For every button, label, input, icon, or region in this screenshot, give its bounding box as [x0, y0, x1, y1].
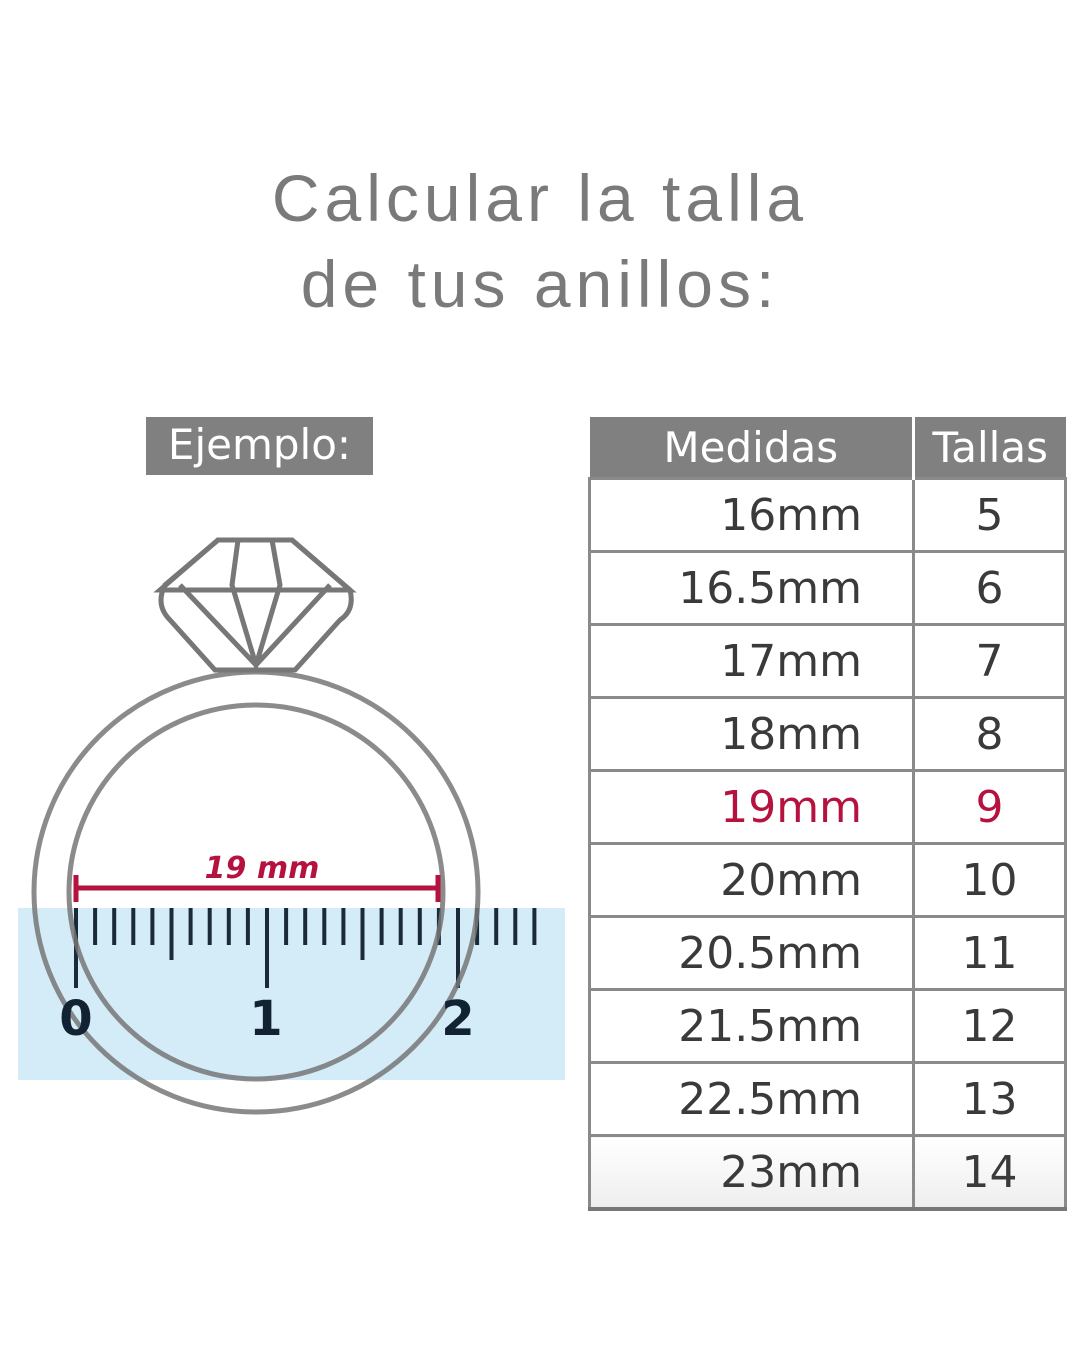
table-row: 16.5mm 6	[588, 550, 1067, 626]
size-cell: 6	[912, 550, 1067, 626]
measure-cell: 17mm	[588, 623, 915, 699]
table-row: 16mm 5	[588, 477, 1067, 553]
measure-cell: 18mm	[588, 696, 915, 772]
measure-cell: 16.5mm	[588, 550, 915, 626]
measure-cell: 21.5mm	[588, 988, 915, 1064]
measure-cell: 23mm	[588, 1134, 915, 1211]
header-medidas: Medidas	[589, 417, 915, 479]
title-line-1: Calcular la talla	[271, 161, 809, 235]
ruler-label-2: 2	[441, 991, 474, 1047]
measure-cell: 20.5mm	[588, 915, 915, 991]
measure-label: 19 mm	[205, 851, 320, 886]
table-row: 23mm 14	[588, 1134, 1067, 1211]
size-cell: 11	[912, 915, 1067, 991]
ruler-label-1: 1	[249, 991, 282, 1047]
measure-cell: 20mm	[588, 842, 915, 918]
title-line-2: de tus anillos:	[300, 247, 780, 321]
table-row: 22.5mm 13	[588, 1061, 1067, 1137]
size-cell: 5	[912, 477, 1067, 553]
measure-cell: 16mm	[588, 477, 915, 553]
size-cell: 14	[912, 1134, 1067, 1211]
measure-line	[73, 875, 441, 902]
table-row: 20.5mm 11	[588, 915, 1067, 991]
size-cell: 13	[912, 1061, 1067, 1137]
example-label: Ejemplo:	[146, 417, 373, 475]
size-cell: 9	[912, 769, 1067, 845]
table-row: 18mm 8	[588, 696, 1067, 772]
header-tallas: Tallas	[913, 417, 1066, 479]
table-row: 17mm 7	[588, 623, 1067, 699]
measure-cell: 19mm	[588, 769, 915, 845]
size-cell: 12	[912, 988, 1067, 1064]
measure-cell: 22.5mm	[588, 1061, 915, 1137]
size-cell: 8	[912, 696, 1067, 772]
table-row: 20mm 10	[588, 842, 1067, 918]
ring-icon	[31, 537, 481, 1115]
size-cell: 7	[912, 623, 1067, 699]
table-row: 21.5mm 12	[588, 988, 1067, 1064]
size-cell: 10	[912, 842, 1067, 918]
table-row: 19mm 9	[588, 769, 1067, 845]
ring-ruler-illustration: 19 mm 0 1 2	[18, 537, 565, 1115]
size-table: Medidas Tallas 16mm 5 16.5mm 6 17mm 7 18mm 8 19m…	[588, 417, 1067, 1211]
ruler-ticks	[74, 908, 537, 988]
ruler-label-0: 0	[59, 991, 92, 1047]
